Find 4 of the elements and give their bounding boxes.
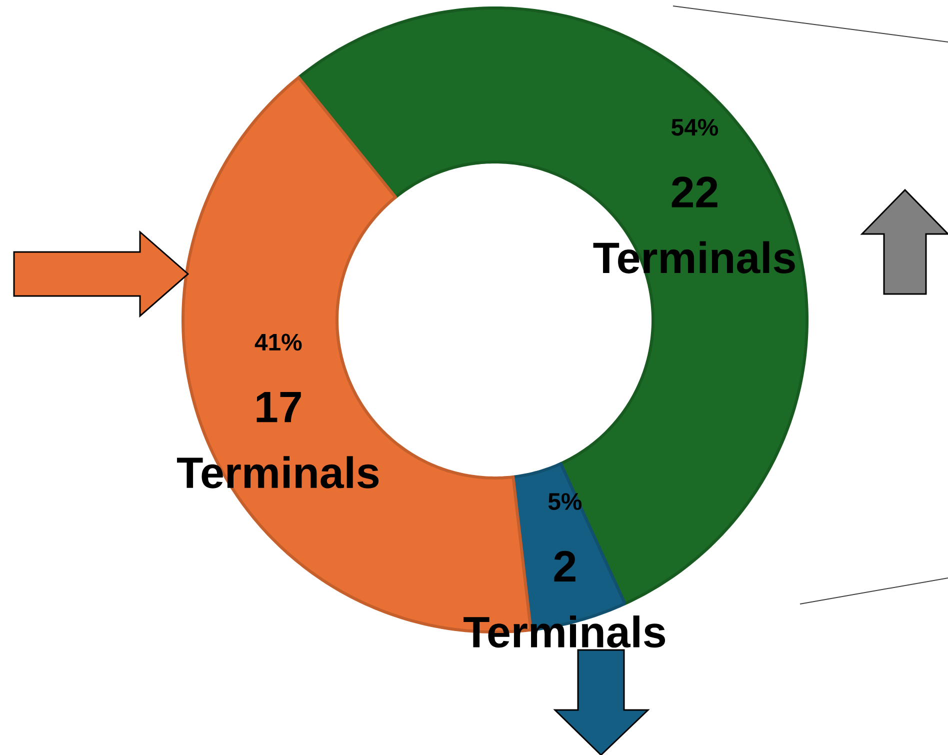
data-label: 54%: [672, 118, 718, 136]
data-label: 5%: [548, 493, 582, 510]
slice-label: 2 Terminals: [464, 550, 666, 648]
data-label: 41%: [254, 334, 302, 351]
